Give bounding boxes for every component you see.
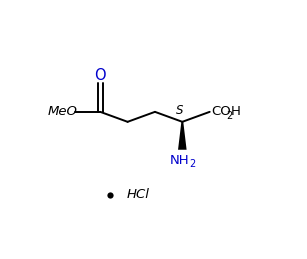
Text: MeO: MeO xyxy=(47,105,77,118)
Text: S: S xyxy=(176,104,183,117)
Text: H: H xyxy=(231,105,241,118)
Text: NH: NH xyxy=(170,154,190,167)
Text: CO: CO xyxy=(211,105,231,118)
Text: O: O xyxy=(95,68,106,83)
Polygon shape xyxy=(178,122,187,150)
Text: 2: 2 xyxy=(226,111,233,121)
Text: 2: 2 xyxy=(190,159,196,169)
Text: HCl: HCl xyxy=(127,188,150,201)
